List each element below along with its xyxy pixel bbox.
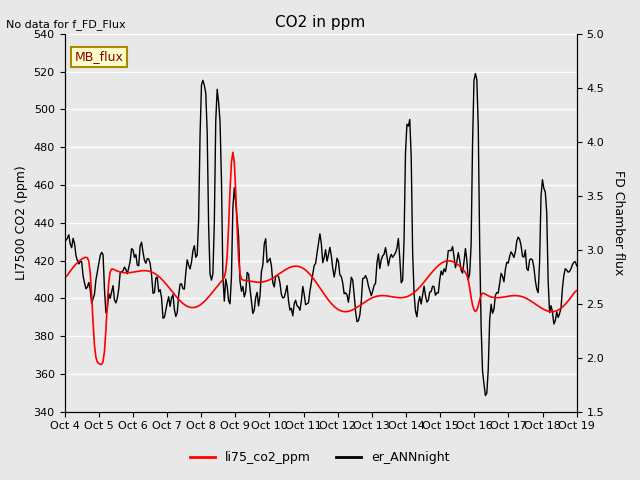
er_ANNnight [61,239,68,244]
li75_co2_ppm [98,361,106,367]
Line: er_ANNnight: er_ANNnight [65,73,577,396]
li75_co2_ppm [234,226,241,231]
Y-axis label: FD Chamber flux: FD Chamber flux [612,170,625,276]
li75_co2_ppm [215,282,223,288]
er_ANNnight [230,185,238,191]
Legend: li75_co2_ppm, er_ANNnight: li75_co2_ppm, er_ANNnight [186,446,454,469]
Title: CO2 in ppm: CO2 in ppm [275,15,365,30]
li75_co2_ppm [547,309,555,314]
er_ANNnight [547,303,555,309]
er_ANNnight [213,86,221,92]
er_ANNnight [285,298,292,304]
li75_co2_ppm [573,288,580,293]
li75_co2_ppm [61,275,68,281]
Text: No data for f_FD_Flux: No data for f_FD_Flux [6,19,126,30]
er_ANNnight [481,393,489,398]
Y-axis label: LI7500 CO2 (ppm): LI7500 CO2 (ppm) [15,166,28,280]
li75_co2_ppm [287,264,295,270]
er_ANNnight [124,271,131,276]
li75_co2_ppm [242,277,250,283]
er_ANNnight [472,71,479,76]
li75_co2_ppm [229,149,237,155]
Text: MB_flux: MB_flux [75,50,124,63]
li75_co2_ppm [125,270,132,276]
er_ANNnight [573,263,580,269]
Line: li75_co2_ppm: li75_co2_ppm [65,152,577,364]
er_ANNnight [239,284,246,289]
